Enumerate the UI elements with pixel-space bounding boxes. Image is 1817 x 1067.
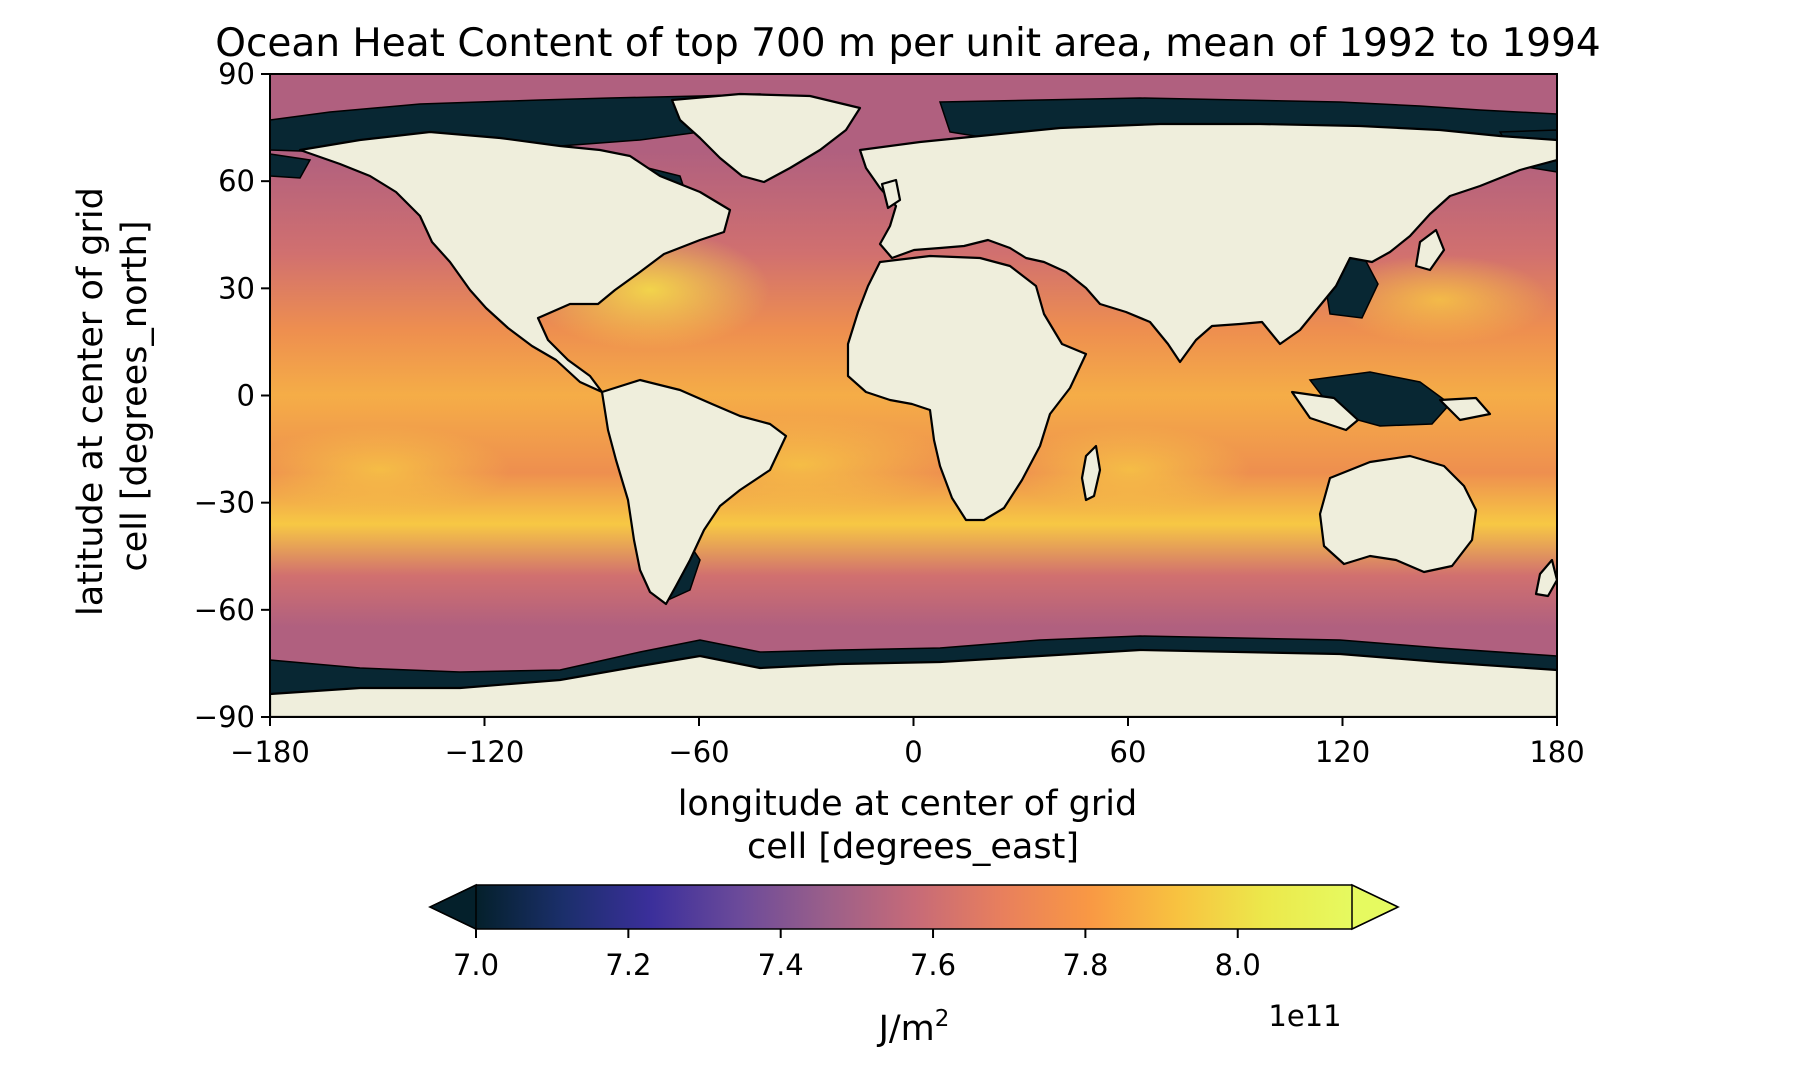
south-america [600, 378, 788, 606]
x-tick-label: 120 [1315, 735, 1370, 769]
x-tick-label: 60 [1110, 735, 1147, 769]
y-tick-label: −30 [194, 486, 255, 520]
x-tick-label: 180 [1529, 735, 1584, 769]
colorbar-unit-base: J/m [877, 1009, 935, 1049]
eurasia [858, 122, 1557, 364]
colorbar-unit-label: J/m2 [877, 1006, 950, 1049]
north-pacific-warm-region [1330, 255, 1550, 345]
indian-ocean-warm-region [1010, 425, 1250, 515]
x-axis-label: longitude at center of grid cell [degree… [678, 784, 1149, 867]
colorbar: 7.0 7.2 7.4 7.6 7.8 8.0 1e11 J/m2 [428, 883, 1400, 1049]
colorbar-under-extension [428, 883, 477, 931]
x-axis-label-line-1: longitude at center of grid [678, 784, 1137, 824]
colorbar-tick-label: 7.6 [910, 948, 956, 982]
y-tick-label: −60 [194, 593, 255, 627]
greenland [670, 92, 862, 184]
colorbar-offset-text: 1e11 [1268, 999, 1341, 1033]
x-tick-label: −120 [445, 735, 525, 769]
colorbar-tick-label: 8.0 [1215, 948, 1261, 982]
colorbar-tick-label: 7.8 [1062, 948, 1108, 982]
bering-shelf-west [270, 153, 312, 179]
japan [1414, 228, 1446, 272]
y-tick-label: −90 [194, 700, 255, 734]
x-tick-label: 0 [904, 735, 922, 769]
new-zealand [1534, 558, 1557, 598]
y-axis-label-line-2: cell [degrees_north] [115, 221, 155, 572]
africa [846, 254, 1088, 522]
colorbar-outline [428, 884, 1400, 930]
sumatra-borneo [1290, 390, 1360, 432]
north-america [298, 130, 732, 394]
british-isles [880, 178, 902, 210]
madagascar [1080, 444, 1102, 502]
colorbar-over-extension [1351, 883, 1400, 931]
colorbar-ticks: 7.0 7.2 7.4 7.6 7.8 8.0 [453, 929, 1261, 982]
x-axis: −180 −120 −60 0 60 120 180 [230, 717, 1585, 769]
new-guinea [1438, 396, 1492, 422]
x-tick-label: −60 [668, 735, 729, 769]
colorbar-tick-label: 7.4 [758, 948, 804, 982]
y-tick-label: 30 [218, 271, 255, 305]
australia [1318, 454, 1478, 574]
x-tick-label: −180 [230, 735, 310, 769]
y-tick-label: 0 [237, 379, 255, 413]
colorbar-unit-exponent: 2 [935, 1006, 950, 1032]
y-axis-label: latitude at center of grid cell [degrees… [71, 176, 155, 616]
south-pacific-warm-region [270, 425, 510, 515]
y-axis-label-line-1: latitude at center of grid [71, 187, 111, 616]
colorbar-tick-label: 7.0 [453, 948, 499, 982]
y-axis: 90 60 30 0 −30 −60 −90 [194, 57, 270, 734]
y-tick-label: 90 [218, 57, 255, 91]
antarctica [270, 648, 1557, 717]
land [270, 92, 1557, 717]
chart-title: Ocean Heat Content of top 700 m per unit… [215, 21, 1600, 66]
ocean-heat-map [270, 74, 1557, 717]
y-tick-label: 60 [218, 164, 255, 198]
x-axis-label-line-2: cell [degrees_east] [747, 827, 1079, 867]
colorbar-gradient-bar [476, 885, 1352, 929]
colorbar-tick-label: 7.2 [605, 948, 651, 982]
